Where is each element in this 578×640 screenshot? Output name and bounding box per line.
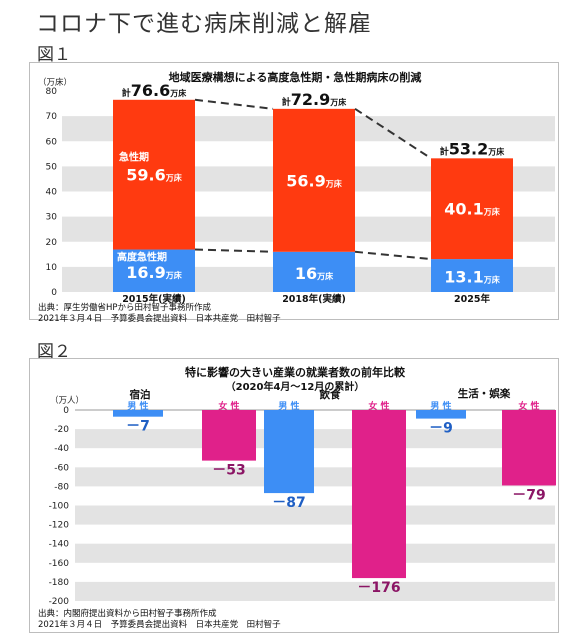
female-series-label: 女 性 <box>518 400 539 412</box>
y-tick-label: 10 <box>46 263 58 273</box>
y-axis-unit-label: （万人） <box>50 395 84 406</box>
female-series-label: 女 性 <box>218 400 239 412</box>
chart-1-source-line-1: 出典：厚生労働省HPから田村智子事務所作成 <box>38 303 212 313</box>
acute-series-label: 急性期 <box>119 151 149 164</box>
figure-1-frame: 地域医療構想による高度急性期・急性期病床の削減 0 10 20 30 40 50 60 70 8… <box>29 62 559 324</box>
grid-band <box>75 581 555 601</box>
bar-female <box>502 410 556 486</box>
bar-high-acute <box>431 259 513 292</box>
high-acute-value-label: 16万床 <box>295 264 334 283</box>
y-tick-label: -80 <box>54 482 69 492</box>
y-tick-label: -100 <box>49 502 70 512</box>
male-series-label: 男 性 <box>127 400 148 412</box>
y-tick-label: -120 <box>49 521 70 531</box>
y-tick-label: 40 <box>46 188 58 198</box>
chart-1-source-line-2: 2021年３月４日 予算委員会提出資料 日本共産党 田村智子 <box>38 314 281 324</box>
bar-female <box>202 410 256 461</box>
chart-2-plot: 0 -20 -40 -60 -80 -100 -120 -140 -160 -180 -200 （万人… <box>49 387 556 607</box>
bar-acute <box>113 99 195 250</box>
high-acute-connector <box>194 248 274 253</box>
acute-value-label: 59.6万床 <box>126 166 182 185</box>
high-acute-value-label: 16.9万床 <box>126 263 182 282</box>
figure-2-frame: 特に影響の大きい産業の就業者数の前年比較 （2020年4月～12月の累計） 0 -… <box>29 358 559 633</box>
grid-band <box>75 467 555 487</box>
high-acute-value-label: 13.1万床 <box>444 268 500 287</box>
y-tick-label: -200 <box>49 597 70 607</box>
y-tick-label: 50 <box>46 162 58 172</box>
page-title: コロナ下で進む病床削減と解雇 <box>36 11 372 37</box>
y-tick-label: -40 <box>54 444 69 454</box>
female-value-label: －176 <box>357 580 400 596</box>
chart-2-source-line-1: 出典：内閣府提出資料から田村智子事務所作成 <box>38 609 217 619</box>
y-tick-label: 0 <box>63 406 69 416</box>
figure-2-label: 図２ <box>37 342 71 362</box>
y-tick-label: 60 <box>46 137 58 147</box>
x-category-label: 2015年(実績) <box>122 293 186 305</box>
bar-female <box>352 410 406 579</box>
y-tick-label: -180 <box>49 578 70 588</box>
y-tick-label: -20 <box>54 425 69 435</box>
female-series-label: 女 性 <box>368 400 389 412</box>
grid-band <box>75 505 555 525</box>
figure-1-label: 図１ <box>37 45 71 65</box>
x-category-label: 宿泊 <box>130 388 151 401</box>
y-tick-label: 0 <box>51 288 57 298</box>
y-tick-label: -140 <box>49 540 70 550</box>
male-value-label: －87 <box>272 495 305 511</box>
bar-male <box>113 410 163 417</box>
y-tick-label: -60 <box>54 463 69 473</box>
chart-2-source: 出典：内閣府提出資料から田村智子事務所作成 2021年３月４日 予算委員会提出資… <box>38 609 281 631</box>
grid-band <box>75 543 555 563</box>
male-value-label: －9 <box>429 421 453 437</box>
x-category-label: 2025年 <box>454 293 490 305</box>
bar-high-acute <box>113 249 195 292</box>
chart-1-title: 地域医療構想による高度急性期・急性期病床の削減 <box>168 71 422 84</box>
high-acute-series-label: 高度急性期 <box>117 251 167 264</box>
male-value-label: －7 <box>126 419 150 435</box>
bar-high-acute <box>273 251 355 292</box>
chart-2-title: 特に影響の大きい産業の就業者数の前年比較 <box>185 366 405 379</box>
y-tick-label: 30 <box>46 213 58 223</box>
chart-1-plot: 0 10 20 30 40 50 60 70 80（万床） 計76.6万床 計72.9万床計53.2… <box>38 77 555 305</box>
high-acute-connector <box>354 250 432 261</box>
total-label: 計72.9万床 <box>282 90 347 109</box>
x-category-label: 飲食 <box>319 388 341 401</box>
x-category-label: 2018年(実績) <box>282 293 346 305</box>
male-series-label: 男 性 <box>278 400 299 412</box>
y-tick-label: -160 <box>49 559 70 569</box>
female-value-label: －53 <box>212 463 245 479</box>
bar-acute <box>431 158 513 260</box>
y-tick-label: 70 <box>46 112 58 122</box>
total-connector <box>354 108 432 160</box>
total-connector <box>194 98 274 110</box>
acute-value-label: 40.1万床 <box>444 200 500 219</box>
x-category-label: 生活・娯楽 <box>458 387 511 400</box>
total-label: 計53.2万床 <box>440 139 505 158</box>
chart-2-source-line-2: 2021年３月４日 予算委員会提出資料 日本共産党 田村智子 <box>38 620 281 630</box>
bar-acute <box>273 108 355 252</box>
chart-2-subtitle: （2020年4月～12月の累計） <box>225 382 365 393</box>
y-tick-label: 80 <box>46 87 58 97</box>
chart-1-source: 出典：厚生労働省HPから田村智子事務所作成 2021年３月４日 予算委員会提出資… <box>38 303 281 325</box>
grid-band <box>75 429 555 449</box>
male-series-label: 男 性 <box>430 400 451 412</box>
y-axis-unit-label: （万床） <box>38 77 72 88</box>
bar-male <box>264 410 314 494</box>
female-value-label: －79 <box>512 487 545 503</box>
bar-male <box>416 410 466 419</box>
total-label: 計76.6万床 <box>122 81 187 100</box>
acute-value-label: 56.9万床 <box>286 171 342 190</box>
y-tick-label: 20 <box>46 238 58 248</box>
